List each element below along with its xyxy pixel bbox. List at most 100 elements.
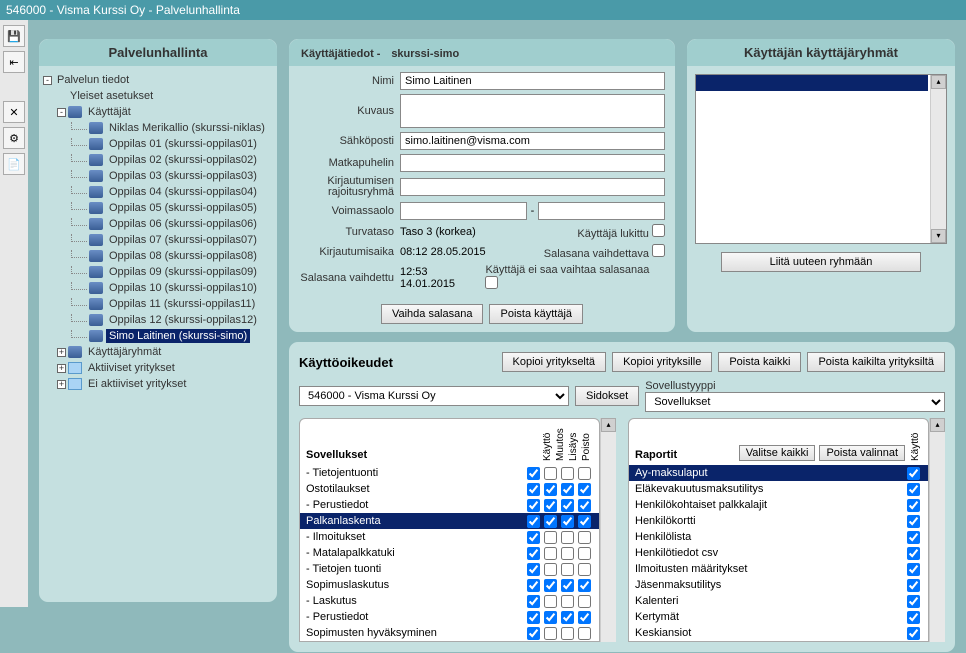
- app-checkbox[interactable]: [561, 531, 574, 544]
- tree-user[interactable]: Oppilas 03 (skurssi-oppilas03): [43, 168, 273, 184]
- app-checkbox[interactable]: [527, 627, 540, 640]
- report-checkbox[interactable]: [907, 467, 920, 480]
- tree-user[interactable]: Oppilas 01 (skurssi-oppilas01): [43, 136, 273, 152]
- app-checkbox[interactable]: [561, 547, 574, 560]
- tree-user[interactable]: Oppilas 12 (skurssi-oppilas12): [43, 312, 273, 328]
- btn-kopioi-yritykselta[interactable]: Kopioi yritykseltä: [502, 352, 607, 372]
- app-checkbox[interactable]: [527, 531, 540, 544]
- app-checkbox[interactable]: [561, 563, 574, 576]
- select-company[interactable]: 546000 - Visma Kurssi Oy: [299, 386, 569, 406]
- btn-sidokset[interactable]: Sidokset: [575, 386, 639, 406]
- tree-user[interactable]: Oppilas 06 (skurssi-oppilas06): [43, 216, 273, 232]
- report-row[interactable]: Henkilökortti: [629, 513, 928, 529]
- app-checkbox[interactable]: [561, 483, 574, 496]
- app-checkbox[interactable]: [527, 467, 540, 480]
- app-checkbox[interactable]: [561, 499, 574, 512]
- input-voimassa-to[interactable]: [538, 202, 665, 220]
- tree-user[interactable]: Oppilas 08 (skurssi-oppilas08): [43, 248, 273, 264]
- report-checkbox[interactable]: [907, 483, 920, 496]
- app-row[interactable]: - Perustiedot: [300, 609, 599, 625]
- report-row[interactable]: Jäsenmaksutilitys: [629, 577, 928, 593]
- btn-poista-kaikilta[interactable]: Poista kaikilta yrityksiltä: [807, 352, 945, 372]
- tree-user[interactable]: Oppilas 02 (skurssi-oppilas02): [43, 152, 273, 168]
- apps-scrollbar[interactable]: ▴: [600, 418, 616, 642]
- app-checkbox[interactable]: [578, 579, 591, 592]
- report-checkbox[interactable]: [907, 579, 920, 592]
- report-row[interactable]: Henkilölista: [629, 529, 928, 545]
- app-row[interactable]: Ostotilaukset: [300, 481, 599, 497]
- tool2-icon[interactable]: ⚙: [3, 127, 25, 149]
- report-checkbox[interactable]: [907, 627, 920, 640]
- report-checkbox[interactable]: [907, 531, 920, 544]
- btn-poista-kayttaja[interactable]: Poista käyttäjä: [489, 304, 583, 324]
- report-checkbox[interactable]: [907, 515, 920, 528]
- btn-vaihda-salasana[interactable]: Vaihda salasana: [381, 304, 484, 324]
- app-checkbox[interactable]: [544, 483, 557, 496]
- app-checkbox[interactable]: [578, 515, 591, 528]
- report-row[interactable]: Eläkevakuutusmaksutilitys: [629, 481, 928, 497]
- app-checkbox[interactable]: [527, 499, 540, 512]
- tree-user[interactable]: Oppilas 09 (skurssi-oppilas09): [43, 264, 273, 280]
- app-checkbox[interactable]: [578, 627, 591, 640]
- tree-user[interactable]: Oppilas 04 (skurssi-oppilas04): [43, 184, 273, 200]
- tree-kayttajat[interactable]: -Käyttäjät: [43, 104, 273, 120]
- tree-user[interactable]: Oppilas 07 (skurssi-oppilas07): [43, 232, 273, 248]
- app-row[interactable]: Sopimusten hyväksyminen: [300, 625, 599, 641]
- app-checkbox[interactable]: [578, 595, 591, 608]
- app-row[interactable]: - Ilmoitukset: [300, 529, 599, 545]
- tool3-icon[interactable]: 📄: [3, 153, 25, 175]
- app-checkbox[interactable]: [578, 547, 591, 560]
- btn-kopioi-yrityksille[interactable]: Kopioi yrityksille: [612, 352, 712, 372]
- app-checkbox[interactable]: [561, 467, 574, 480]
- app-checkbox[interactable]: [578, 483, 591, 496]
- app-row[interactable]: - Perustiedot: [300, 497, 599, 513]
- btn-poista-kaikki[interactable]: Poista kaikki: [718, 352, 801, 372]
- btn-liita-ryhmaan[interactable]: Liitä uuteen ryhmään: [721, 252, 921, 272]
- tree-aktiiviset[interactable]: +Aktiiviset yritykset: [43, 360, 273, 376]
- tree-user[interactable]: Niklas Merikallio (skurssi-niklas): [43, 120, 273, 136]
- btn-valitse-kaikki[interactable]: Valitse kaikki: [739, 445, 816, 461]
- app-checkbox[interactable]: [544, 611, 557, 624]
- input-kuvaus[interactable]: [400, 94, 665, 128]
- report-checkbox[interactable]: [907, 595, 920, 608]
- tree-user[interactable]: Simo Laitinen (skurssi-simo): [43, 328, 273, 344]
- save-icon[interactable]: 💾: [3, 25, 25, 47]
- input-nimi[interactable]: [400, 72, 665, 90]
- back-icon[interactable]: ⇤: [3, 51, 25, 73]
- app-checkbox[interactable]: [561, 579, 574, 592]
- app-row[interactable]: Sopimuslaskutus: [300, 577, 599, 593]
- report-row[interactable]: Henkilötiedot csv: [629, 545, 928, 561]
- app-checkbox[interactable]: [561, 627, 574, 640]
- app-checkbox[interactable]: [544, 595, 557, 608]
- report-checkbox[interactable]: [907, 547, 920, 560]
- btn-poista-valinnat[interactable]: Poista valinnat: [819, 445, 905, 461]
- app-checkbox[interactable]: [578, 563, 591, 576]
- app-checkbox[interactable]: [544, 579, 557, 592]
- app-row[interactable]: - Tietojentuonti: [300, 465, 599, 481]
- app-checkbox[interactable]: [544, 547, 557, 560]
- tree-kayttajaryhmat[interactable]: +Käyttäjäryhmät: [43, 344, 273, 360]
- tree-user[interactable]: Oppilas 10 (skurssi-oppilas10): [43, 280, 273, 296]
- report-row[interactable]: Ilmoitusten määritykset: [629, 561, 928, 577]
- app-row[interactable]: - Tietojen tuonti: [300, 561, 599, 577]
- app-checkbox[interactable]: [561, 595, 574, 608]
- app-checkbox[interactable]: [561, 515, 574, 528]
- select-sovellustyyppi[interactable]: Sovellukset: [645, 392, 945, 412]
- tree-root[interactable]: -Palvelun tiedot: [43, 72, 273, 88]
- tree-yleiset[interactable]: Yleiset asetukset: [43, 88, 273, 104]
- report-checkbox[interactable]: [907, 563, 920, 576]
- app-checkbox[interactable]: [544, 515, 557, 528]
- input-kirjrajoitus[interactable]: [400, 178, 665, 196]
- app-checkbox[interactable]: [527, 579, 540, 592]
- report-row[interactable]: Ay-maksulaput: [629, 465, 928, 481]
- report-row[interactable]: Henkilökohtaiset palkkalajit: [629, 497, 928, 513]
- app-checkbox[interactable]: [544, 499, 557, 512]
- report-checkbox[interactable]: [907, 499, 920, 512]
- input-matkapuhelin[interactable]: [400, 154, 665, 172]
- tree-user[interactable]: Oppilas 05 (skurssi-oppilas05): [43, 200, 273, 216]
- app-checkbox[interactable]: [561, 611, 574, 624]
- app-row[interactable]: - Matalapalkkatuki: [300, 545, 599, 561]
- groups-list[interactable]: ▴▾: [695, 74, 947, 244]
- report-row[interactable]: Keskiansiot: [629, 625, 928, 641]
- app-checkbox[interactable]: [578, 499, 591, 512]
